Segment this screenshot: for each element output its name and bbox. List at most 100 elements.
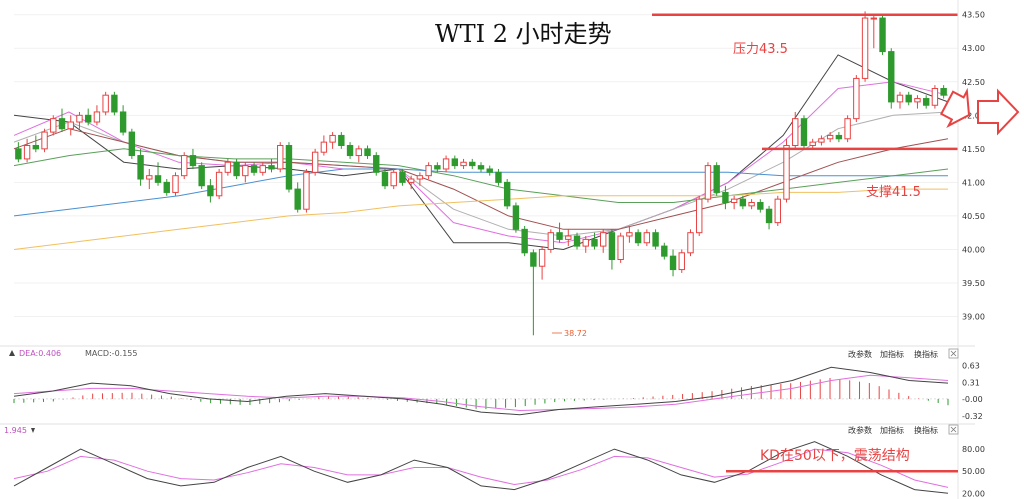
macd-add-indicator-button[interactable]: 加指标 (880, 349, 904, 359)
moving-average-line (13, 111, 949, 237)
candle-up (146, 175, 153, 180)
candle-up (102, 94, 109, 113)
candle-down (573, 235, 581, 247)
candle-down (669, 255, 677, 271)
candle-up (626, 232, 633, 237)
candle-down (800, 118, 808, 146)
resistance-label: 压力43.5 (733, 42, 788, 57)
candle-down (713, 165, 720, 193)
price-tick-label: 42.50 (962, 78, 985, 87)
candle-up (460, 161, 467, 167)
candle-up (783, 144, 790, 200)
candle-up (390, 171, 397, 187)
candle-down (451, 158, 459, 167)
candle-down (364, 148, 371, 157)
support-label: 支撑41.5 (866, 185, 921, 200)
macd-tick-label: -0.32 (962, 412, 983, 421)
candle-down (338, 134, 345, 146)
x-icon[interactable] (948, 424, 959, 435)
candle-up (617, 235, 624, 261)
grid-lines (14, 14, 958, 318)
candle-up (76, 114, 83, 123)
kd-legend-value: 1.945 (4, 426, 27, 435)
macd-tick-label: 0.31 (962, 379, 980, 388)
candle-down (469, 161, 476, 167)
candle-down (189, 155, 197, 167)
candle-down (285, 144, 293, 190)
candle-down (250, 165, 258, 173)
candle-down (268, 165, 275, 170)
moving-average-line (13, 128, 949, 230)
candle-up (599, 232, 607, 247)
candle-up (442, 158, 450, 170)
candle-up (704, 165, 712, 200)
candle-up (687, 232, 694, 254)
macd-tick-label: -0.00 (962, 395, 983, 404)
candle-up (425, 165, 432, 177)
candle-up (320, 141, 328, 153)
kd-change-params-button[interactable]: 改参数 (848, 425, 872, 435)
candle-up (67, 121, 74, 130)
candle-down (198, 165, 205, 187)
candle-down (608, 232, 616, 261)
candle-down (512, 205, 520, 230)
candle-down (15, 148, 22, 160)
candle-up (818, 138, 825, 143)
candle-down (434, 165, 441, 170)
macd-legend-dea: DEA:0.406 (19, 349, 61, 358)
candle-down (373, 155, 380, 173)
candle-down (163, 181, 170, 193)
candle-down (556, 232, 563, 240)
candle-up (748, 202, 755, 207)
candle-down (346, 144, 354, 157)
candle-down (765, 208, 773, 224)
price-tick-label: 39.00 (962, 313, 985, 322)
candle-up (172, 175, 179, 193)
candle-up (547, 232, 555, 250)
candle-up (809, 141, 816, 146)
candle-down (661, 245, 668, 257)
candle-down (739, 198, 747, 207)
candle-down (530, 252, 537, 267)
candle-up (870, 17, 878, 20)
candle-up (861, 17, 869, 79)
candle-up (931, 87, 939, 106)
candle-up (582, 238, 589, 247)
candle-down (294, 188, 301, 210)
chart-title: WTI 2 小时走势 (435, 20, 612, 48)
candle-up (41, 131, 48, 150)
kd-down-arrow-icon (31, 428, 35, 433)
candle-down (503, 181, 511, 207)
candle-down (521, 228, 528, 254)
candle-down (84, 114, 92, 123)
kd-add-indicator-button[interactable]: 加指标 (880, 425, 904, 435)
kd-k-line (13, 441, 949, 494)
candle-up (242, 165, 249, 177)
moving-average-line (13, 148, 949, 203)
price-axis: 43.50 43.00 42.50 42.00 41.50 41.00 40.50 40.00… (962, 11, 985, 322)
candle-down (652, 232, 659, 247)
candle-down (154, 175, 162, 183)
collapse-arrow-icon[interactable] (9, 350, 15, 356)
candle-down (128, 131, 136, 157)
candle-down (591, 238, 598, 247)
right-arrow-icon (939, 87, 1020, 136)
candle-up (259, 165, 266, 173)
kd-switch-indicator-button[interactable]: 换指标 (914, 425, 938, 435)
candle-up (181, 155, 188, 177)
moving-average-line (13, 81, 949, 244)
moving-average-line (13, 188, 948, 250)
candle-down (757, 202, 764, 210)
macd-change-params-button[interactable]: 改参数 (848, 349, 872, 359)
candle-down (58, 118, 66, 130)
support-resistance-lines (652, 13, 958, 151)
candle-up (277, 144, 284, 170)
kd-panel: 80.00 50.00 20.00 (13, 441, 985, 498)
candle-up (696, 198, 703, 234)
candle-up (23, 144, 31, 160)
x-icon[interactable] (948, 348, 959, 359)
candle-up (792, 118, 799, 146)
candle-down (495, 171, 502, 183)
macd-switch-indicator-button[interactable]: 换指标 (914, 349, 938, 359)
